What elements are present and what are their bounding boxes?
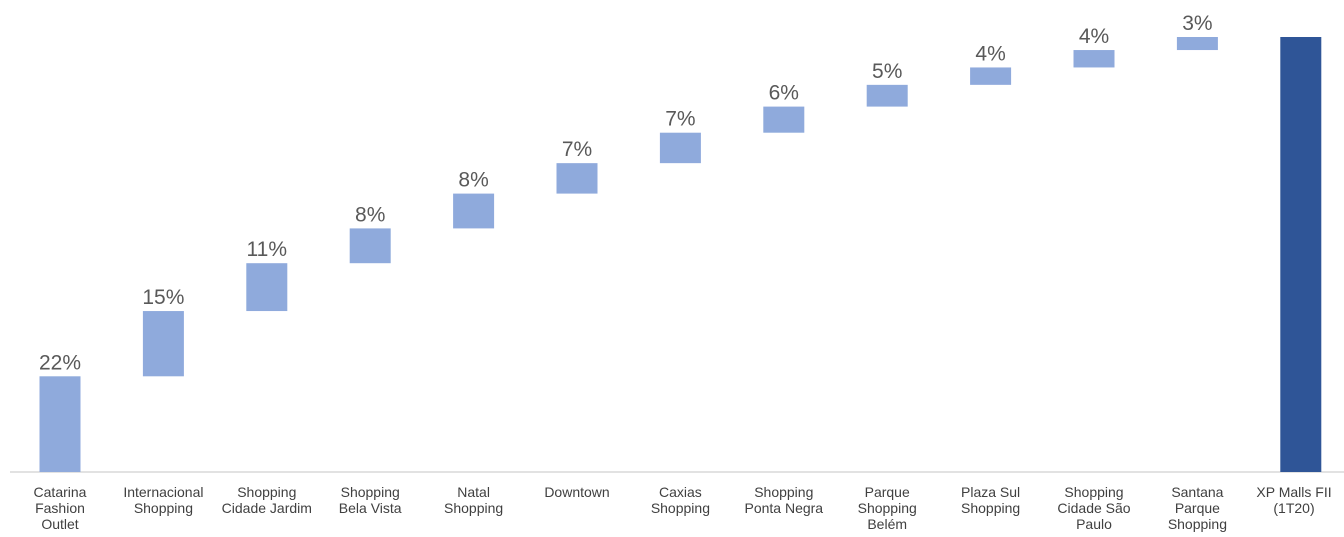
bar	[142, 311, 184, 377]
data-label: 22%	[39, 351, 81, 374]
category-label-line: Shopping	[341, 484, 400, 500]
category-label-line: Shopping	[134, 500, 193, 516]
category-label-line: Shopping	[651, 500, 710, 516]
category-label: Internacional Shopping	[123, 484, 203, 516]
data-label: 8%	[355, 203, 385, 226]
category-label-line: Natal	[457, 484, 490, 500]
category-label-line: Shopping	[1064, 484, 1123, 500]
category-label-line: Fashion	[35, 500, 85, 516]
category-label-line: Shopping	[961, 500, 1020, 516]
category-label-line: Caxias	[659, 484, 702, 500]
category-label-line: Belém	[867, 516, 907, 532]
category-label-line: XP Malls FII	[1256, 484, 1331, 500]
data-label: 4%	[975, 42, 1005, 65]
category-label: Santana Parque Shopping	[1168, 484, 1227, 532]
data-label: 15%	[142, 286, 184, 309]
bar	[246, 263, 288, 312]
data-label: 7%	[562, 138, 592, 161]
category-label-line: Shopping	[754, 484, 813, 500]
category-label: XP Malls FII (1T20)	[1256, 484, 1331, 516]
data-label: 5%	[872, 60, 902, 83]
category-label-line: Shopping	[1168, 516, 1227, 532]
data-label: 7%	[665, 108, 695, 131]
data-label: 3%	[1182, 12, 1212, 35]
category-label-line: Cidade Jardim	[222, 500, 312, 516]
category-label-line: (1T20)	[1273, 500, 1314, 516]
category-label: Downtown	[544, 484, 609, 500]
category-label: Shopping Bela Vista	[339, 484, 402, 516]
data-label: 4%	[1079, 25, 1109, 48]
bar	[556, 163, 598, 194]
category-label-line: Parque	[865, 484, 910, 500]
bar	[866, 84, 908, 107]
category-label-line: Internacional	[123, 484, 203, 500]
bar	[453, 193, 495, 229]
total-bar	[1280, 37, 1322, 472]
category-label: Plaza Sul Shopping	[961, 484, 1020, 516]
data-label: 8%	[458, 169, 488, 192]
category-label-line: Catarina	[34, 484, 87, 500]
category-label-line: Shopping	[237, 484, 296, 500]
bar	[970, 67, 1012, 85]
category-label: Shopping Ponta Negra	[744, 484, 823, 516]
bar	[1176, 37, 1218, 51]
data-label: 6%	[769, 82, 799, 105]
bar	[1073, 50, 1115, 68]
category-label: Natal Shopping	[444, 484, 503, 516]
category-label-line: Shopping	[444, 500, 503, 516]
category-label-line: Santana	[1171, 484, 1223, 500]
category-label: Shopping Cidade São Paulo	[1057, 484, 1130, 532]
category-label-line: Paulo	[1076, 516, 1112, 532]
data-label: 11%	[247, 238, 287, 261]
category-label-line: Plaza Sul	[961, 484, 1020, 500]
category-label-line: Bela Vista	[339, 500, 402, 516]
category-label: Catarina Fashion Outlet	[34, 484, 87, 532]
category-label: Caxias Shopping	[651, 484, 710, 516]
bar	[39, 376, 81, 472]
category-label-line: Shopping	[858, 500, 917, 516]
category-label-line: Outlet	[41, 516, 78, 532]
category-label-line: Ponta Negra	[744, 500, 823, 516]
bar	[349, 228, 391, 264]
bar	[763, 106, 805, 133]
category-label-line: Parque	[1175, 500, 1220, 516]
category-label-line: Downtown	[544, 484, 609, 500]
category-label: Parque Shopping Belém	[858, 484, 917, 532]
bar	[659, 132, 701, 164]
category-label: Shopping Cidade Jardim	[222, 484, 312, 516]
category-label-line: Cidade São	[1057, 500, 1130, 516]
